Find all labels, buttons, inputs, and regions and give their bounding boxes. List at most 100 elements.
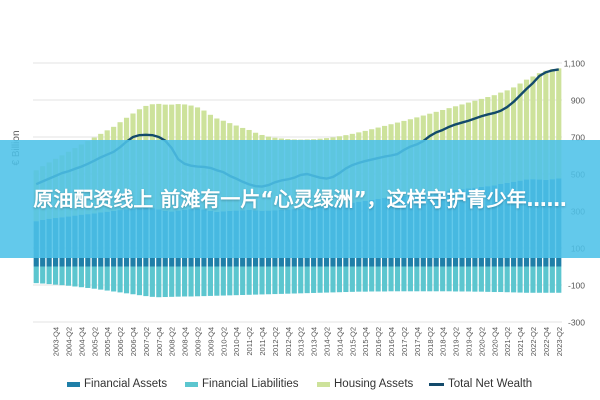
x-tick-label: 2011-Q2: [245, 327, 254, 356]
x-tick-label: 2008-Q2: [168, 327, 177, 356]
x-tick-label: 2016-Q4: [387, 327, 396, 356]
bar-financial-liabilities: [194, 266, 201, 297]
bar-financial-liabilities: [227, 266, 233, 296]
bar-financial-liabilities: [304, 266, 310, 294]
bar-financial-liabilities: [130, 266, 136, 295]
bar-financial-liabilities: [104, 266, 110, 291]
bar-financial-liabilities: [136, 266, 143, 296]
bar-financial-liabilities: [498, 266, 504, 293]
bar-housing-assets: [536, 73, 543, 180]
x-tick-label: 2017-Q4: [413, 327, 422, 356]
bar-financial-liabilities: [459, 266, 465, 292]
x-tick-label: 2018-Q4: [439, 327, 448, 356]
bar-housing-assets: [517, 83, 523, 181]
x-tick-label: 2004-Q2: [65, 327, 74, 356]
legend-item-financial-liabilities: Financial Liabilities: [185, 374, 299, 394]
bar-financial-liabilities: [543, 266, 549, 293]
legend-item-financial-assets: Financial Assets: [67, 374, 167, 394]
x-tick-label: 2005-Q2: [90, 327, 99, 356]
bar-financial-liabilities: [59, 266, 65, 286]
bar-financial-liabilities: [452, 266, 459, 292]
x-tick-label: 2013-Q4: [310, 327, 319, 356]
x-tick-label: 2010-Q2: [219, 327, 228, 356]
x-tick-label: 2021-Q2: [503, 327, 512, 356]
bar-financial-liabilities: [233, 266, 239, 296]
bar-financial-liabilities: [523, 266, 530, 293]
legend-label-housing-assets: Housing Assets: [334, 378, 414, 390]
bar-housing-assets: [498, 92, 504, 184]
bar-housing-assets: [530, 76, 536, 180]
x-tick-label: 2018-Q2: [426, 327, 435, 356]
x-tick-label: 2017-Q2: [400, 327, 409, 356]
bar-financial-liabilities: [278, 266, 284, 294]
bar-financial-liabilities: [394, 266, 401, 292]
bar-financial-liabilities: [517, 266, 523, 293]
bar-financial-liabilities: [388, 266, 394, 292]
banner-text: 原油配资线上 前滩有一片“心灵绿洲”，这样守护青少年……: [33, 187, 567, 211]
x-tick-label: 2022-Q2: [529, 327, 538, 356]
bar-financial-liabilities: [85, 266, 91, 288]
bar-financial-liabilities: [420, 266, 426, 292]
y-tick-label: -300: [568, 318, 585, 328]
x-tick-label: 2020-Q4: [490, 327, 499, 356]
bar-housing-assets: [523, 79, 530, 180]
bar-financial-liabilities: [427, 266, 433, 292]
bar-financial-liabilities: [156, 266, 162, 298]
bar-financial-liabilities: [252, 266, 259, 295]
bar-financial-liabilities: [72, 266, 78, 287]
bar-financial-liabilities: [485, 266, 491, 292]
bar-financial-liabilities: [149, 266, 155, 297]
x-tick-label: 2003-Q4: [52, 327, 61, 356]
bar-financial-liabilities: [117, 266, 123, 293]
bar-financial-liabilities: [382, 266, 388, 292]
bar-financial-liabilities: [291, 266, 297, 294]
x-tick-label: 2008-Q4: [181, 327, 190, 356]
y-tick-label: 900: [571, 96, 585, 106]
bar-housing-assets: [511, 87, 517, 182]
bar-housing-assets: [543, 70, 549, 180]
bar-financial-liabilities: [478, 266, 484, 292]
x-tick-label: 2023-Q2: [555, 327, 564, 356]
bar-financial-liabilities: [201, 266, 207, 297]
legend-label-financial-liabilities: Financial Liabilities: [202, 378, 299, 390]
x-tick-label: 2010-Q4: [232, 327, 241, 356]
bar-financial-liabilities: [52, 266, 59, 285]
x-tick-label: 2021-Q4: [516, 327, 525, 356]
bar-financial-liabilities: [317, 266, 323, 293]
y-tick-label: 700: [571, 133, 585, 143]
bar-financial-liabilities: [362, 266, 368, 292]
bar-financial-liabilities: [504, 266, 510, 293]
x-tick-label: 2015-Q4: [361, 327, 370, 356]
bar-financial-liabilities: [169, 266, 175, 297]
bar-financial-liabilities: [465, 266, 472, 292]
bar-financial-liabilities: [123, 266, 130, 294]
bar-financial-liabilities: [298, 266, 304, 294]
x-tick-label: 2015-Q2: [348, 327, 357, 356]
bar-financial-liabilities: [214, 266, 220, 296]
bar-financial-liabilities: [207, 266, 213, 296]
bar-financial-liabilities: [433, 266, 439, 292]
overlay-banner[interactable]: 原油配资线上 前滩有一片“心灵绿洲”，这样守护青少年……: [0, 140, 600, 258]
legend-swatch-housing-assets: [317, 381, 330, 387]
x-tick-label: 2006-Q4: [129, 327, 138, 356]
x-tick-label: 2014-Q4: [335, 327, 344, 356]
bar-financial-liabilities: [33, 266, 39, 284]
bar-financial-liabilities: [369, 266, 375, 292]
y-tick-label: 1,100: [564, 59, 586, 69]
bar-financial-liabilities: [356, 266, 362, 292]
bar-financial-liabilities: [98, 266, 104, 290]
x-tick-label: 2011-Q4: [258, 327, 267, 356]
x-tick-label: 2007-Q4: [155, 327, 164, 356]
bar-financial-liabilities: [530, 266, 536, 293]
bar-financial-liabilities: [491, 266, 497, 293]
x-tick-label: 2012-Q2: [271, 327, 280, 356]
legend-label-financial-assets: Financial Assets: [84, 378, 168, 390]
x-tick-label: 2009-Q2: [194, 327, 203, 356]
x-tick-label: 2013-Q2: [297, 327, 306, 356]
x-tick-label: 2022-Q4: [542, 327, 551, 356]
bar-financial-liabilities: [65, 266, 72, 286]
x-tick-label: 2019-Q2: [452, 327, 461, 356]
bar-financial-liabilities: [175, 266, 181, 297]
bar-financial-liabilities: [511, 266, 517, 293]
